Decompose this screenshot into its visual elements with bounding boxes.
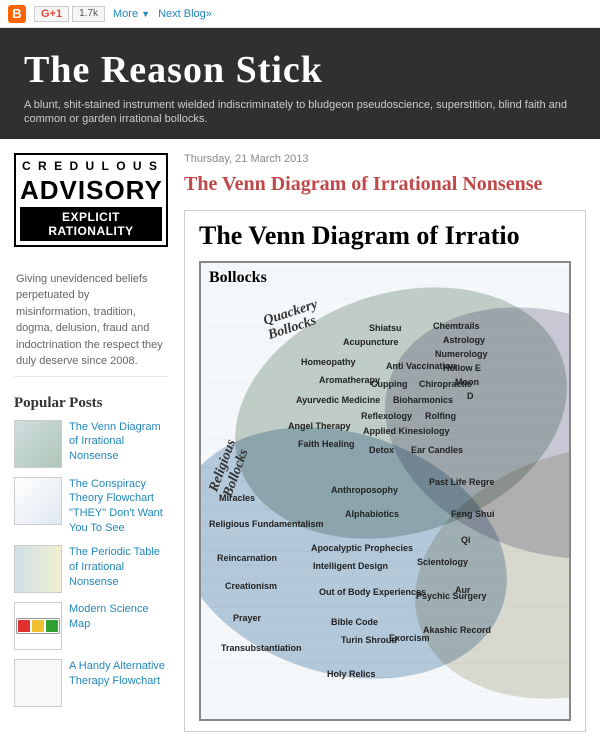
venn-term: Reflexology xyxy=(361,411,412,421)
post-link-text: Modern Science Map xyxy=(69,602,168,632)
venn-term: Prayer xyxy=(233,613,261,623)
sidebar: CREDULOUS ADVISORY EXPLICIT RATIONALITY … xyxy=(14,153,168,732)
venn-term: Ear Candles xyxy=(411,445,463,455)
venn-term: Chiropractic xyxy=(419,379,472,389)
venn-term: D xyxy=(467,391,474,401)
post-link-text: The Venn Diagram of Irrational Nonsense xyxy=(69,420,168,465)
venn-term: Anthroposophy xyxy=(331,485,398,495)
main-content: Thursday, 21 March 2013 The Venn Diagram… xyxy=(184,153,586,732)
gplus-button[interactable]: G+1 1.7k xyxy=(34,6,105,22)
venn-term: Bioharmonics xyxy=(393,395,453,405)
venn-term: Exorcism xyxy=(389,633,430,643)
next-blog-link[interactable]: Next Blog» xyxy=(158,8,212,20)
venn-term: Past Life Regre xyxy=(429,477,495,487)
venn-term: Faith Healing xyxy=(298,439,355,449)
blog-description: Giving unevidenced beliefs perpetuated b… xyxy=(14,265,168,377)
post-thumb xyxy=(14,545,62,593)
popular-posts-heading: Popular Posts xyxy=(14,395,168,412)
venn-term: Applied Kinesiology xyxy=(363,426,450,436)
venn-term: Apocalyptic Prophecies xyxy=(311,543,413,553)
advisory-badge: CREDULOUS ADVISORY EXPLICIT RATIONALITY xyxy=(14,153,168,247)
popular-post-item[interactable]: Modern Science Map xyxy=(14,602,168,650)
venn-term: Anti Vaccination xyxy=(386,361,456,371)
venn-term: Chemtrails xyxy=(433,321,480,331)
post-thumb xyxy=(14,659,62,707)
venn-term: Acupuncture xyxy=(343,337,399,347)
venn-term: Detox xyxy=(369,445,394,455)
post-link-text: The Conspiracy Theory Flowchart "THEY" D… xyxy=(69,477,168,536)
popular-post-item[interactable]: The Venn Diagram of Irrational Nonsense xyxy=(14,420,168,468)
venn-term: Cupping xyxy=(371,379,408,389)
popular-post-item[interactable]: The Conspiracy Theory Flowchart "THEY" D… xyxy=(14,477,168,536)
venn-term: Psychic Surgery xyxy=(416,591,487,601)
venn-term: Reincarnation xyxy=(217,553,277,563)
post-link-text: The Periodic Table of Irrational Nonsens… xyxy=(69,545,168,590)
venn-term: Transubstantiation xyxy=(221,643,302,653)
venn-term: Ayurvedic Medicine xyxy=(296,395,380,405)
blog-tagline: A blunt, shit-stained instrument wielded… xyxy=(24,98,576,127)
blogger-navbar: B G+1 1.7k More ▼ Next Blog» xyxy=(0,0,600,28)
blogger-logo-icon[interactable]: B xyxy=(8,5,26,23)
post-link-text: A Handy Alternative Therapy Flowchart xyxy=(69,659,168,689)
venn-term: Miracles xyxy=(219,493,255,503)
post-thumb xyxy=(14,477,62,525)
venn-term: Qi xyxy=(461,535,471,545)
venn-term: Religious Fundamentalism xyxy=(209,519,324,529)
venn-term: Angel Therapy xyxy=(288,421,351,431)
venn-term: Numerology xyxy=(435,349,488,359)
venn-term: Rolfing xyxy=(425,411,456,421)
venn-term: Creationism xyxy=(225,581,277,591)
outer-label: Bollocks xyxy=(209,269,267,287)
venn-term: Scientology xyxy=(417,557,468,567)
venn-term: Astrology xyxy=(443,335,485,345)
venn-term: Feng Shui xyxy=(451,509,495,519)
venn-diagram-image[interactable]: The Venn Diagram of Irratio Bollocks Qua… xyxy=(184,210,586,732)
post-thumb xyxy=(14,602,62,650)
venn-container: Bollocks QuackeryBollocks ReligiousBollo… xyxy=(199,261,571,721)
venn-term: Intelligent Design xyxy=(313,561,388,571)
post-thumb xyxy=(14,420,62,468)
venn-term: Out of Body Experiences xyxy=(319,587,426,597)
post-title[interactable]: The Venn Diagram of Irrational Nonsense xyxy=(184,173,586,196)
venn-term: Bible Code xyxy=(331,617,378,627)
venn-term: Alphabiotics xyxy=(345,509,399,519)
venn-term: Holy Relics xyxy=(327,669,376,679)
chevron-down-icon: ▼ xyxy=(141,9,150,19)
venn-term: Homeopathy xyxy=(301,357,356,367)
blog-header: The Reason Stick A blunt, shit-stained i… xyxy=(0,28,600,139)
popular-post-item[interactable]: The Periodic Table of Irrational Nonsens… xyxy=(14,545,168,593)
venn-term: Shiatsu xyxy=(369,323,402,333)
venn-term: Akashic Record xyxy=(423,625,491,635)
post-date: Thursday, 21 March 2013 xyxy=(184,153,586,165)
more-menu[interactable]: More ▼ xyxy=(113,8,150,20)
blog-title[interactable]: The Reason Stick xyxy=(24,48,576,92)
popular-post-item[interactable]: A Handy Alternative Therapy Flowchart xyxy=(14,659,168,707)
popular-posts-widget: Popular Posts The Venn Diagram of Irrati… xyxy=(14,395,168,707)
diagram-title: The Venn Diagram of Irratio xyxy=(199,221,571,251)
